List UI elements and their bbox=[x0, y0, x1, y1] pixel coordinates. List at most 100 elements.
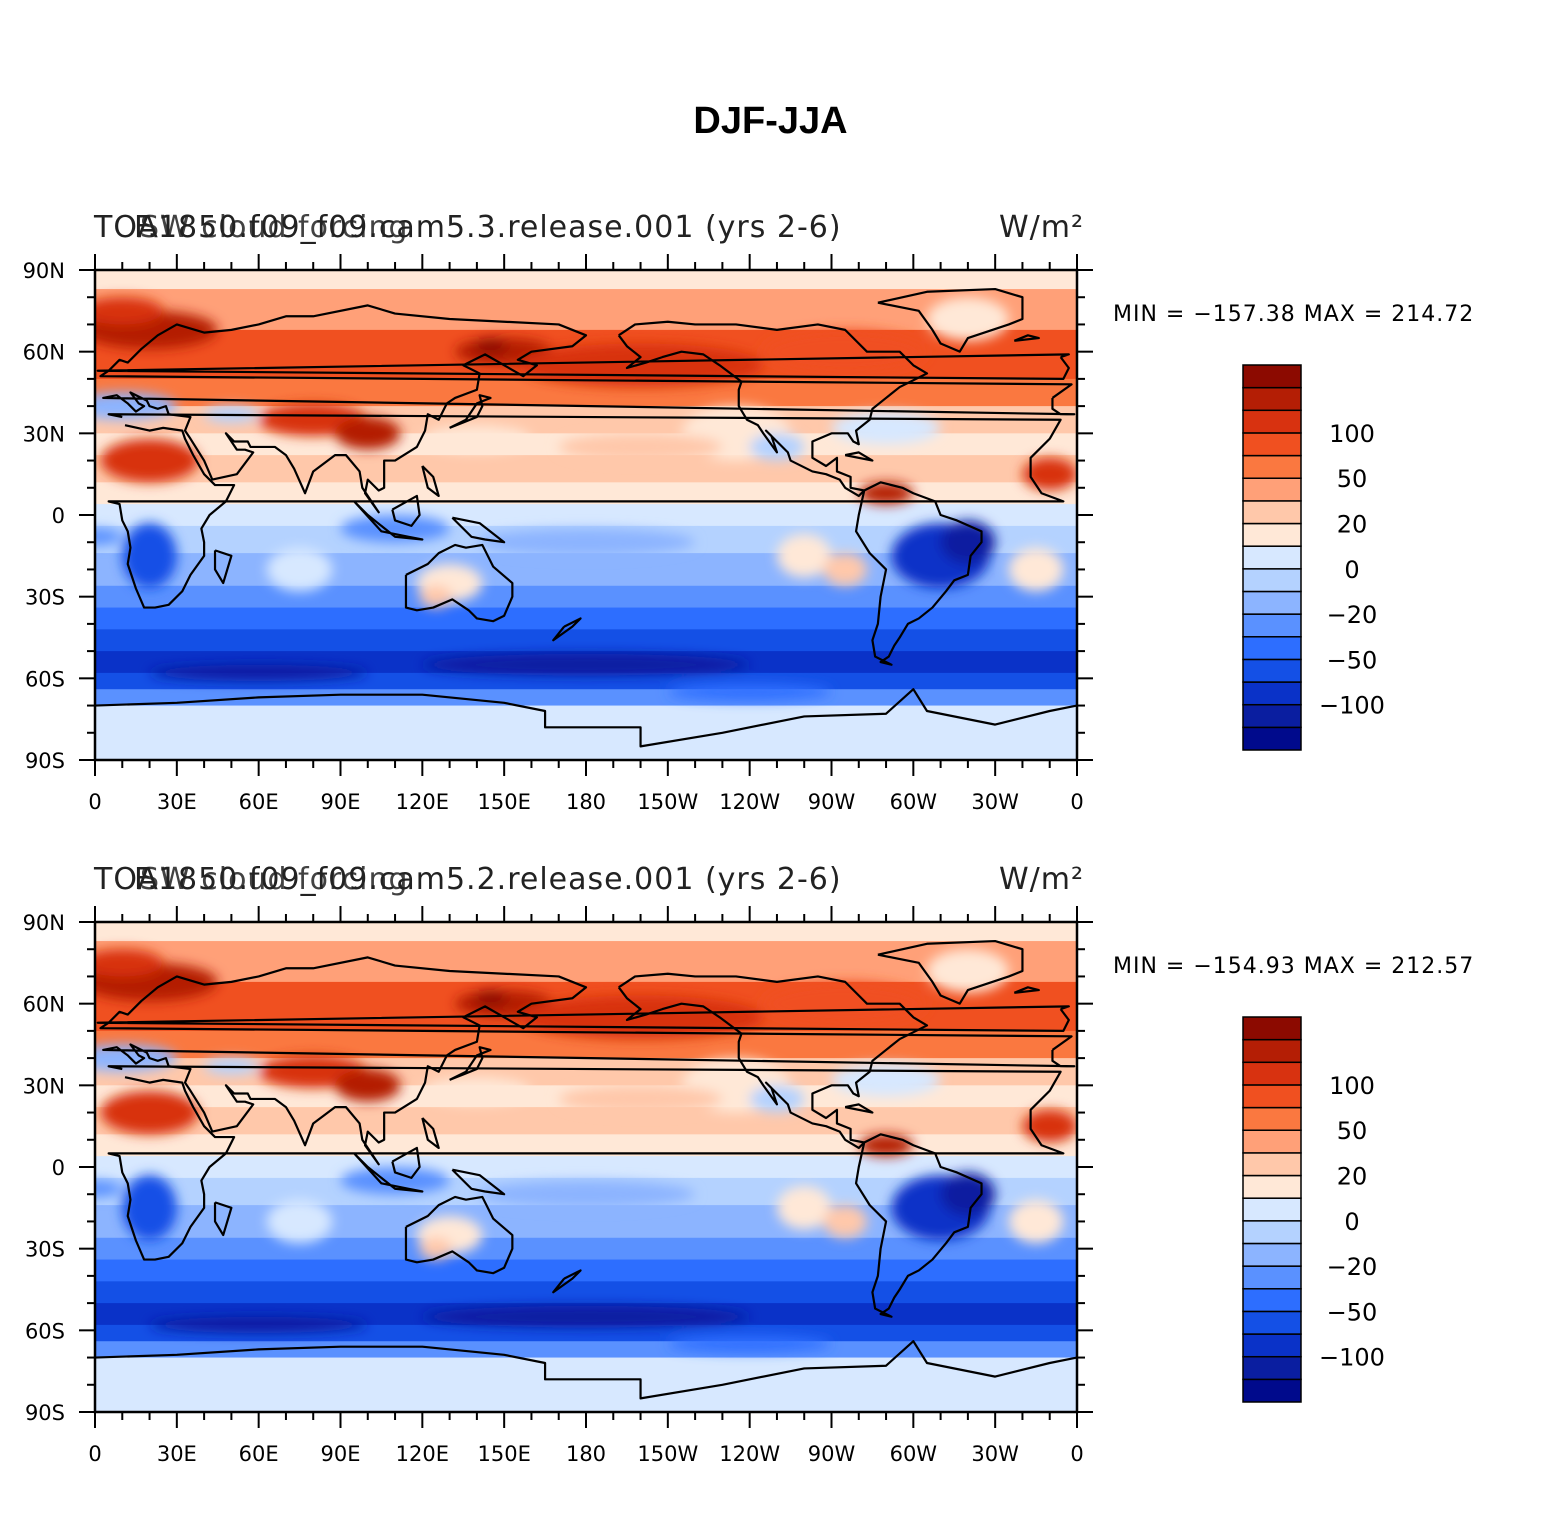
colorbar-cell bbox=[1242, 522, 1302, 547]
contour-band bbox=[95, 689, 1077, 707]
colorbar: 100 50 20 0 −20 −50 −100 bbox=[1242, 364, 1385, 751]
title-units: W/m² bbox=[998, 210, 1084, 245]
contour-region bbox=[831, 1063, 941, 1097]
colorbar-cell bbox=[1242, 1355, 1302, 1381]
lat-label: 60N bbox=[23, 341, 65, 365]
colorbar: 100 50 20 0 −20 −50 −100 bbox=[1242, 1016, 1385, 1403]
contour-region bbox=[926, 297, 1009, 341]
lon-label: 150W bbox=[637, 790, 698, 814]
title-left-case: F.1850.f09_f09.cam5.3.release.001 (yrs 2… bbox=[134, 210, 842, 245]
lon-label: 90W bbox=[808, 790, 856, 814]
coastline bbox=[95, 688, 1077, 748]
lon-label: 120E bbox=[396, 790, 449, 814]
lon-label: 180 bbox=[566, 1442, 606, 1466]
lat-label: 0 bbox=[52, 504, 65, 528]
lon-label: 0 bbox=[88, 1442, 101, 1466]
colorbar-cell bbox=[1242, 636, 1302, 661]
contour-band bbox=[95, 270, 1077, 291]
contour-region bbox=[476, 1180, 696, 1208]
coastline bbox=[99, 304, 1076, 514]
coastline bbox=[877, 939, 1024, 1005]
lon-label: 150E bbox=[477, 1442, 530, 1466]
colorbar-cell bbox=[1242, 1061, 1302, 1086]
coastline bbox=[107, 413, 1065, 609]
contour-region bbox=[823, 1205, 867, 1238]
lon-label: 0 bbox=[1070, 790, 1083, 814]
coastline bbox=[552, 617, 582, 642]
colorbar-label: 100 bbox=[1329, 420, 1375, 448]
coastline bbox=[451, 1168, 506, 1196]
coastline bbox=[854, 1133, 983, 1318]
colorbar-cell bbox=[1242, 477, 1302, 502]
coastline bbox=[844, 451, 874, 462]
lon-label: 150E bbox=[477, 790, 530, 814]
contour-region bbox=[940, 520, 996, 564]
contour-band bbox=[95, 504, 1077, 527]
title-units: W/m² bbox=[998, 862, 1084, 897]
lat-label: 0 bbox=[52, 1156, 65, 1180]
lon-label: 60W bbox=[890, 1442, 938, 1466]
contour-region bbox=[558, 1085, 723, 1113]
colorbar-cell bbox=[1242, 1197, 1302, 1222]
contour-region bbox=[476, 528, 696, 556]
coastline bbox=[213, 1201, 233, 1237]
lat-label: 90S bbox=[25, 1401, 65, 1425]
title-left-case: F.1850.f09_f09.cam5.2.release.001 (yrs 2… bbox=[134, 862, 842, 897]
coastline bbox=[107, 1065, 1065, 1261]
contour-region bbox=[558, 433, 723, 461]
contour-region bbox=[422, 1077, 532, 1105]
contour-region bbox=[340, 1167, 450, 1195]
lon-label: 120W bbox=[719, 790, 780, 814]
contour-region bbox=[95, 949, 164, 977]
coastline bbox=[391, 494, 421, 527]
coastline bbox=[552, 1269, 582, 1294]
lon-label: 30W bbox=[971, 1442, 1019, 1466]
contour-band bbox=[95, 1281, 1077, 1305]
colorbar-cell bbox=[1242, 1016, 1302, 1041]
lon-label: 120W bbox=[719, 1442, 780, 1466]
lon-label: 150W bbox=[637, 1442, 698, 1466]
coastline bbox=[99, 956, 1076, 1166]
contour-region bbox=[149, 1316, 368, 1334]
colorbar-cell bbox=[1242, 1310, 1302, 1335]
colorbar-cell bbox=[1242, 613, 1302, 638]
coastline bbox=[213, 549, 233, 585]
contour-region bbox=[940, 1172, 996, 1216]
colorbar-cell bbox=[1242, 726, 1302, 751]
lon-label: 180 bbox=[566, 790, 606, 814]
contour-band bbox=[95, 1134, 1077, 1158]
coastline bbox=[404, 1195, 514, 1275]
colorbar-cell bbox=[1242, 681, 1302, 706]
contour-region bbox=[95, 528, 123, 545]
coastline bbox=[95, 1340, 1077, 1400]
contour-band bbox=[95, 1107, 1077, 1136]
colorbar-cell bbox=[1242, 568, 1302, 593]
coastline bbox=[391, 1146, 421, 1179]
lon-label: 60E bbox=[239, 790, 279, 814]
contour-region bbox=[266, 1199, 333, 1244]
colorbar-cell bbox=[1242, 1288, 1302, 1313]
contour-region bbox=[419, 1237, 453, 1260]
contour-region bbox=[335, 1069, 401, 1102]
coastline bbox=[1013, 986, 1040, 994]
colorbar-label: −100 bbox=[1319, 692, 1385, 720]
coastline bbox=[449, 1046, 492, 1081]
colorbar-cell bbox=[1242, 658, 1302, 683]
colorbar-label: 0 bbox=[1344, 1208, 1359, 1236]
contour-region bbox=[149, 664, 368, 682]
panel-title: TOA F.1850.f09_f09.cam5.3.release.001 (y… bbox=[94, 210, 1084, 250]
lat-label: 90N bbox=[23, 911, 65, 935]
lon-label: 60E bbox=[239, 1442, 279, 1466]
coastline bbox=[421, 1117, 440, 1150]
contour-band bbox=[95, 705, 1077, 760]
contour-region bbox=[422, 1305, 750, 1328]
contour-region bbox=[340, 515, 450, 543]
colorbar-label: 20 bbox=[1337, 1163, 1368, 1191]
lon-label: 60W bbox=[890, 790, 938, 814]
coastline bbox=[617, 320, 929, 498]
contour-band bbox=[95, 585, 1077, 609]
lat-label: 90N bbox=[23, 259, 65, 283]
coastline bbox=[844, 1103, 874, 1114]
contour-region bbox=[776, 534, 832, 578]
coastline bbox=[421, 465, 440, 498]
